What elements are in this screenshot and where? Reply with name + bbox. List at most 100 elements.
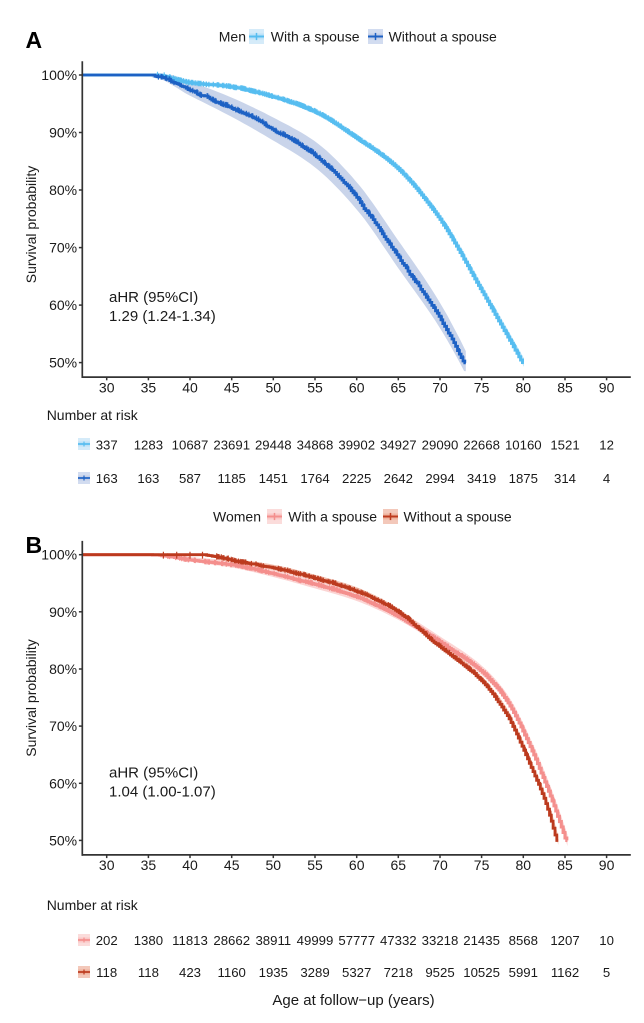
svg-text:34927: 34927: [380, 438, 417, 453]
svg-text:35: 35: [141, 380, 157, 396]
svg-text:5327: 5327: [342, 965, 371, 980]
svg-text:70: 70: [432, 857, 448, 873]
svg-text:Survival probability: Survival probability: [23, 166, 39, 284]
svg-text:60%: 60%: [49, 297, 77, 313]
svg-text:Men: Men: [219, 29, 246, 45]
svg-text:23691: 23691: [213, 438, 250, 453]
svg-text:8568: 8568: [509, 933, 538, 948]
svg-text:337: 337: [96, 438, 118, 453]
svg-text:1.29 (1.24-1.34): 1.29 (1.24-1.34): [109, 308, 216, 325]
svg-text:1185: 1185: [218, 471, 246, 486]
svg-text:10160: 10160: [505, 438, 542, 453]
svg-text:75: 75: [474, 380, 490, 396]
svg-text:55: 55: [307, 857, 323, 873]
svg-text:3289: 3289: [300, 965, 329, 980]
svg-text:10525: 10525: [463, 965, 500, 980]
svg-text:57777: 57777: [338, 933, 375, 948]
svg-text:45: 45: [224, 380, 240, 396]
svg-text:Number at risk: Number at risk: [47, 897, 139, 913]
svg-text:80: 80: [516, 857, 532, 873]
svg-text:80: 80: [516, 380, 532, 396]
svg-text:3419: 3419: [467, 471, 496, 486]
svg-text:Without a spouse: Without a spouse: [404, 509, 512, 525]
svg-text:75: 75: [474, 857, 490, 873]
svg-text:aHR (95%CI): aHR (95%CI): [109, 289, 198, 306]
svg-text:29090: 29090: [422, 438, 459, 453]
svg-text:10: 10: [599, 933, 614, 948]
svg-text:With a spouse: With a spouse: [271, 29, 360, 45]
svg-text:50: 50: [266, 380, 282, 396]
svg-text:30: 30: [99, 857, 115, 873]
svg-text:47332: 47332: [380, 933, 417, 948]
svg-text:33218: 33218: [422, 933, 459, 948]
svg-text:40: 40: [182, 857, 198, 873]
svg-text:1162: 1162: [551, 965, 579, 980]
svg-text:2225: 2225: [342, 471, 371, 486]
svg-text:30: 30: [99, 380, 115, 396]
svg-text:65: 65: [391, 380, 407, 396]
svg-text:1.04 (1.00-1.07): 1.04 (1.00-1.07): [109, 784, 216, 801]
svg-text:Survival probability: Survival probability: [23, 639, 39, 757]
svg-text:B: B: [26, 532, 43, 558]
svg-text:Women: Women: [213, 509, 261, 525]
svg-text:70%: 70%: [49, 718, 77, 734]
svg-text:118: 118: [96, 965, 117, 980]
svg-text:28662: 28662: [213, 933, 250, 948]
svg-text:65: 65: [391, 857, 407, 873]
svg-text:10687: 10687: [172, 438, 209, 453]
svg-text:Without a spouse: Without a spouse: [389, 29, 497, 45]
svg-text:70: 70: [432, 380, 448, 396]
svg-text:1283: 1283: [134, 438, 163, 453]
svg-text:5991: 5991: [509, 965, 538, 980]
svg-text:4: 4: [603, 471, 610, 486]
svg-text:423: 423: [179, 965, 201, 980]
svg-text:80%: 80%: [49, 182, 77, 198]
svg-text:38911: 38911: [255, 933, 291, 948]
svg-text:60%: 60%: [49, 775, 77, 791]
svg-text:1935: 1935: [259, 965, 288, 980]
svg-text:aHR (95%CI): aHR (95%CI): [109, 765, 198, 782]
svg-text:118: 118: [138, 965, 159, 980]
svg-text:Number at risk: Number at risk: [47, 407, 139, 423]
svg-text:1380: 1380: [134, 933, 163, 948]
svg-text:60: 60: [349, 380, 365, 396]
svg-text:With a spouse: With a spouse: [288, 509, 377, 525]
svg-text:1160: 1160: [218, 965, 246, 980]
svg-text:55: 55: [307, 380, 323, 396]
svg-text:50%: 50%: [49, 355, 77, 371]
svg-text:22668: 22668: [463, 438, 500, 453]
svg-text:9525: 9525: [425, 965, 454, 980]
svg-text:34868: 34868: [297, 438, 334, 453]
svg-text:1521: 1521: [550, 438, 579, 453]
svg-text:5: 5: [603, 965, 610, 980]
svg-text:90%: 90%: [49, 604, 77, 620]
svg-text:Age at follow−up (years): Age at follow−up (years): [272, 992, 434, 1009]
svg-text:7218: 7218: [384, 965, 413, 980]
svg-text:90: 90: [599, 857, 615, 873]
svg-text:60: 60: [349, 857, 365, 873]
svg-text:1451: 1451: [259, 471, 288, 486]
svg-text:2994: 2994: [425, 471, 454, 486]
svg-text:35: 35: [141, 857, 157, 873]
svg-text:163: 163: [96, 471, 118, 486]
svg-text:90: 90: [599, 380, 615, 396]
svg-text:39902: 39902: [338, 438, 375, 453]
svg-text:100%: 100%: [41, 547, 77, 563]
svg-text:70%: 70%: [49, 240, 77, 256]
svg-text:100%: 100%: [41, 67, 77, 83]
svg-text:29448: 29448: [255, 438, 292, 453]
svg-text:85: 85: [557, 857, 573, 873]
svg-text:50%: 50%: [49, 832, 77, 848]
svg-text:314: 314: [554, 471, 576, 486]
svg-text:11813: 11813: [172, 933, 208, 948]
svg-text:40: 40: [182, 380, 198, 396]
svg-text:2642: 2642: [384, 471, 413, 486]
svg-text:1764: 1764: [300, 471, 329, 486]
svg-text:12: 12: [599, 438, 614, 453]
svg-text:1207: 1207: [550, 933, 579, 948]
svg-text:163: 163: [137, 471, 159, 486]
svg-text:50: 50: [266, 857, 282, 873]
svg-text:202: 202: [96, 933, 118, 948]
svg-text:21435: 21435: [463, 933, 500, 948]
svg-text:45: 45: [224, 857, 240, 873]
